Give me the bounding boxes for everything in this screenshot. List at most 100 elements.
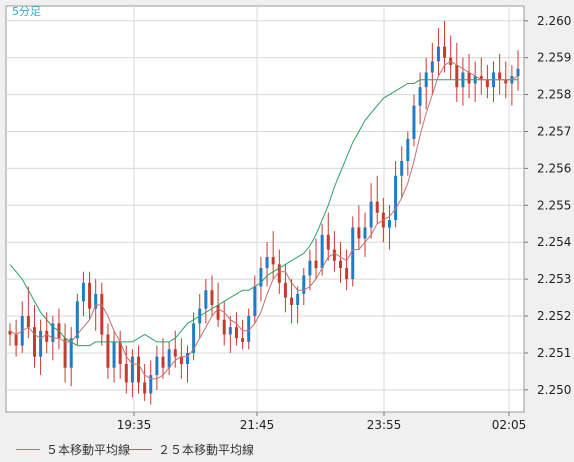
candle-body xyxy=(406,138,410,162)
candle-body xyxy=(118,341,122,365)
candle-body xyxy=(363,227,367,239)
candle-body xyxy=(498,72,502,80)
candle-body xyxy=(345,268,349,280)
candle-body xyxy=(443,46,447,58)
candle-body xyxy=(106,334,110,368)
candle-body xyxy=(130,356,134,383)
candlestick-chart: 2.260 2.259 2.258 2.257 2.256 2.255 2.254 2.253… xyxy=(5,5,571,432)
candle-body xyxy=(112,341,116,368)
candle-body xyxy=(504,79,508,84)
candle-body xyxy=(332,249,336,261)
candle-body xyxy=(39,330,43,357)
candle-body xyxy=(339,260,343,269)
candle-body xyxy=(277,264,281,283)
candle-body xyxy=(418,87,422,106)
y-tick-label: 2.251 xyxy=(537,346,571,360)
plot-area xyxy=(5,5,525,413)
candle-body xyxy=(45,330,49,342)
candle-body xyxy=(173,349,177,357)
candle-body xyxy=(302,275,306,294)
x-tick-label: 21:45 xyxy=(240,418,275,432)
y-tick-label: 2.258 xyxy=(537,88,571,102)
y-tick-label: 2.259 xyxy=(537,51,571,65)
candle-body xyxy=(314,260,318,269)
candle-body xyxy=(375,201,379,213)
candle-body xyxy=(51,323,55,342)
y-tick-label: 2.260 xyxy=(537,14,571,28)
y-tick-label: 2.254 xyxy=(537,235,571,249)
period-label: 5分足 xyxy=(12,5,41,18)
grid-lines xyxy=(6,6,524,412)
ma25-swatch xyxy=(128,449,152,450)
candle-body xyxy=(179,356,183,365)
candle-body xyxy=(247,316,251,342)
x-axis: 19:35 21:45 23:55 02:05 xyxy=(117,412,526,432)
y-tick-label: 2.250 xyxy=(537,383,571,397)
candle-body xyxy=(369,201,373,228)
ma5-line xyxy=(9,60,519,380)
moving-average-lines xyxy=(9,60,519,380)
candle-body xyxy=(455,65,459,88)
candle-body xyxy=(32,327,36,357)
ma25-line xyxy=(9,79,518,347)
candle-body xyxy=(81,282,85,302)
x-tick-label: 23:55 xyxy=(367,418,402,432)
candle-body xyxy=(290,297,294,305)
candle-body xyxy=(430,61,434,73)
legend-item-ma5: ５本移動平均線 xyxy=(16,441,130,458)
candle-body xyxy=(296,293,300,305)
candle-body xyxy=(253,286,257,317)
legend-label-ma5: ５本移動平均線 xyxy=(46,443,131,457)
candle-body xyxy=(228,327,232,335)
candle-body xyxy=(412,105,416,139)
candle-body xyxy=(94,293,98,309)
candle-body xyxy=(167,349,171,368)
candle-body xyxy=(137,356,141,383)
legend: ５本移動平均線 ２５本移動平均線 xyxy=(0,434,574,462)
candles xyxy=(8,20,520,405)
candle-body xyxy=(192,323,196,353)
candle-body xyxy=(283,282,287,298)
candle-body xyxy=(88,282,92,309)
candle-body xyxy=(467,72,471,84)
y-tick-label: 2.252 xyxy=(537,309,571,323)
candle-body xyxy=(320,234,324,269)
candle-body xyxy=(241,338,245,342)
candle-body xyxy=(100,293,104,335)
candle-body xyxy=(271,256,275,265)
legend-item-ma25: ２５本移動平均線 xyxy=(128,441,254,458)
candle-body xyxy=(387,220,391,228)
candle-body xyxy=(8,330,12,335)
candle-body xyxy=(149,375,153,394)
y-tick-label: 2.255 xyxy=(537,198,571,212)
candle-body xyxy=(185,352,189,365)
candle-body xyxy=(124,364,128,383)
candle-body xyxy=(516,68,520,77)
candle-body xyxy=(479,76,483,80)
y-tick-label: 2.256 xyxy=(537,161,571,175)
candle-body xyxy=(155,356,159,376)
candle-body xyxy=(26,316,30,328)
candle-body xyxy=(75,301,79,339)
candle-body xyxy=(394,175,398,221)
candle-body xyxy=(308,260,312,276)
y-axis: 2.260 2.259 2.258 2.257 2.256 2.255 2.254 2.253… xyxy=(524,14,571,397)
candle-body xyxy=(161,356,165,368)
candle-body xyxy=(265,256,269,269)
candle-body xyxy=(63,338,67,368)
candle-body xyxy=(436,46,440,62)
candle-body xyxy=(69,338,73,368)
candle-body xyxy=(326,234,330,250)
candle-body xyxy=(351,227,355,280)
candle-body xyxy=(259,268,263,287)
x-tick-label: 19:35 xyxy=(117,418,152,432)
candle-body xyxy=(485,79,489,88)
candle-body xyxy=(210,290,214,305)
candle-body xyxy=(14,334,18,346)
candle-body xyxy=(222,319,226,335)
y-tick-label: 2.257 xyxy=(537,124,571,138)
candle-body xyxy=(234,327,238,339)
candle-body xyxy=(216,304,220,320)
candle-body xyxy=(357,227,361,239)
